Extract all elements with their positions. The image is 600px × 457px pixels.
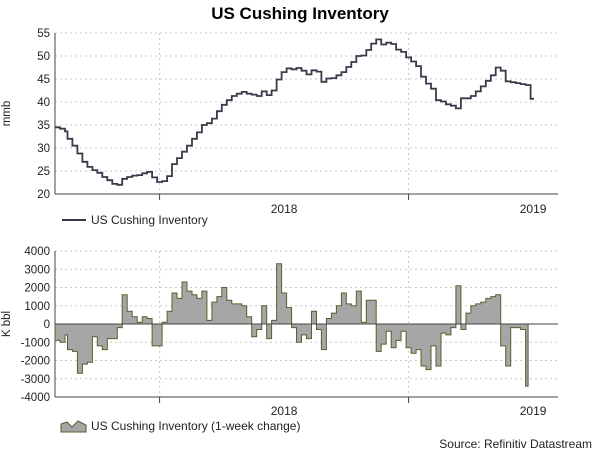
- change-y-tick-label: 0: [44, 319, 50, 331]
- source-note: Source: Refinitiv Datastream: [439, 437, 592, 451]
- level-y-tick-label: 45: [37, 74, 50, 86]
- change-y-tick-label: -3000: [21, 374, 50, 386]
- change-y-tick-label: -4000: [21, 392, 50, 404]
- level-y-tick-label: 30: [37, 143, 50, 155]
- change-y-tick-label: 2000: [24, 283, 50, 295]
- level-y-tick-label: 35: [37, 120, 50, 132]
- level-y-tick-label: 20: [37, 189, 50, 201]
- weekly-change-panel: -4000 -3000 -2000 -1000 0 1000 2000 3000 4000 201…: [1, 246, 558, 433]
- level-x-tick-label: 2019: [520, 202, 547, 216]
- change-x-tick-label: 2019: [520, 404, 547, 418]
- change-y-tick-label: -1000: [21, 337, 50, 349]
- change-y-tick-label: 1000: [24, 301, 50, 313]
- legend-label-inventory: US Cushing Inventory: [91, 213, 208, 227]
- level-y-axis-label: mmb: [1, 101, 13, 127]
- legend-label-weekly-change: US Cushing Inventory (1-week change): [91, 419, 300, 433]
- inventory-level-panel: 20 25 30 35 40 45 50 55 2018 2019 mmb US Cushing In…: [1, 28, 558, 227]
- change-y-tick-label: 4000: [24, 246, 50, 258]
- change-y-tick-label: -2000: [21, 356, 50, 368]
- change-y-tick-label: 3000: [24, 264, 50, 276]
- change-y-axis-label: K bbl: [1, 311, 13, 337]
- level-y-tick-label: 55: [37, 28, 50, 40]
- level-y-tick-label: 40: [37, 97, 50, 109]
- change-x-tick-label: 2018: [271, 404, 298, 418]
- chart-title: US Cushing Inventory: [211, 4, 389, 23]
- inventory-level-line: [55, 38, 534, 186]
- level-x-tick-label: 2018: [271, 202, 298, 216]
- legend-swatch-weekly-change: [60, 420, 87, 433]
- weekly-change-area: [54, 263, 529, 387]
- level-y-tick-label: 50: [37, 51, 50, 63]
- level-y-tick-label: 25: [37, 166, 50, 178]
